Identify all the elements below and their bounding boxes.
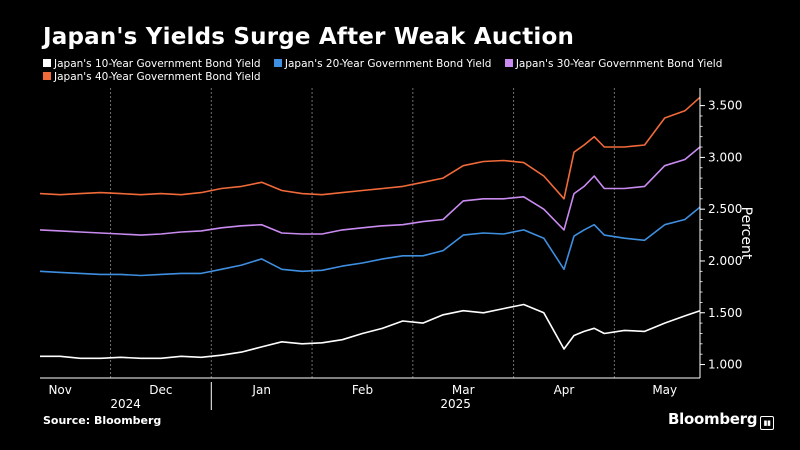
legend-swatch-20y [273, 59, 282, 67]
x-tick-label: Feb [352, 383, 373, 397]
bloomberg-mark-icon: ▮▮ [760, 416, 775, 430]
series-line-10y [40, 303, 701, 360]
legend-swatch-40y [43, 72, 51, 80]
legend-label-20y: Japan's 20-Year Government Bond Yield [284, 58, 492, 70]
legend: Japan's 10-Year Government Bond Yield Ja… [43, 58, 743, 84]
x-tick-label: Dec [149, 383, 172, 397]
year-label-2025: 2025 [440, 397, 471, 411]
x-tick-label: May [652, 383, 677, 397]
y-tick-label: 2.500 [708, 202, 742, 216]
legend-swatch-10y [43, 59, 51, 67]
x-tick-label: Apr [554, 383, 575, 397]
series-lines [39, 96, 701, 360]
y-tick-label: 1.000 [708, 358, 742, 372]
legend-item-40y: Japan's 40-Year Government Bond Yield [43, 71, 261, 84]
grid-lines [110, 88, 615, 378]
logo-text: Bloomberg [668, 410, 758, 428]
legend-label-30y: Japan's 30-Year Government Bond Yield [515, 58, 723, 70]
series-line-30y [39, 146, 701, 236]
x-tick-label: Nov [48, 383, 71, 397]
x-tick-label: Mar [452, 383, 475, 397]
legend-item-20y: Japan's 20-Year Government Bond Yield [273, 58, 492, 71]
y-tick-label: 1.500 [708, 306, 742, 320]
legend-label-10y: Japan's 10-Year Government Bond Yield [54, 58, 261, 70]
legend-item-30y: Japan's 30-Year Government Bond Yield [504, 58, 723, 71]
year-label-2024: 2024 [110, 397, 141, 411]
series-line-40y [39, 96, 701, 200]
legend-swatch-30y [504, 59, 513, 67]
source-note: Source: Bloomberg [43, 414, 162, 427]
axes: 1.000 1.500 2.000 2.500 3.000 3.500 Percent Nov… [40, 88, 754, 411]
chart-title: Japan's Yields Surge After Weak Auction [43, 24, 575, 50]
legend-item-10y: Japan's 10-Year Government Bond Yield [43, 58, 261, 71]
y-axis-title: Percent [738, 207, 754, 260]
legend-label-40y: Japan's 40-Year Government Bond Yield [54, 71, 261, 83]
bloomberg-logo: Bloomberg ▮▮ [668, 410, 775, 430]
series-line-20y [39, 206, 701, 277]
x-tick-label: Jan [251, 383, 271, 397]
y-tick-label: 2.000 [708, 254, 742, 268]
y-tick-label: 3.500 [708, 99, 742, 113]
y-tick-label: 3.000 [708, 150, 742, 164]
